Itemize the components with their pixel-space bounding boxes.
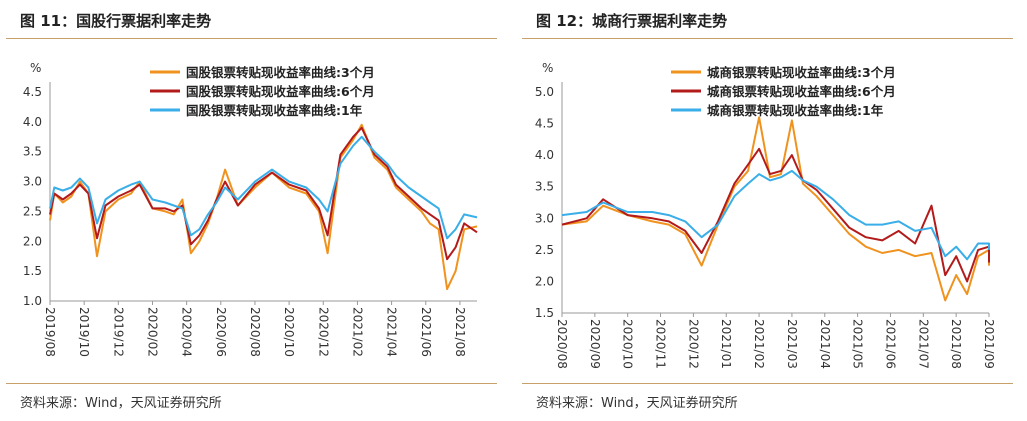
- x-tick-label: 2019/10: [77, 307, 91, 357]
- x-tick-label: 2021/09: [982, 319, 996, 369]
- x-tick-label: 2021/02: [752, 319, 766, 369]
- y-tick-label: 2.0: [535, 274, 554, 288]
- legend-label: 国股银票转贴现收益率曲线:1年: [186, 103, 363, 118]
- y-tick-label: 3.5: [535, 180, 554, 194]
- series-line-1: [561, 116, 990, 302]
- y-tick-label: 3.0: [535, 211, 554, 225]
- y-unit-label: %: [30, 61, 41, 75]
- y-unit-label: %: [542, 61, 553, 75]
- figure-11-source: 资料来源：Wind，天风证券研究所: [20, 396, 222, 411]
- figure-12-bottom-rule: [522, 383, 1013, 384]
- legend-label: 国股银票转贴现收益率曲线:3个月: [186, 65, 375, 80]
- figure-12-source: 资料来源：Wind，天风证券研究所: [536, 396, 738, 411]
- x-tick-label: 2020/08: [248, 307, 262, 357]
- figure-12-top-rule: [522, 38, 1013, 39]
- figure-12-title: 图 12：城商行票据利率走势: [536, 12, 728, 30]
- y-tick-label: 3.5: [23, 145, 42, 159]
- x-tick-label: 2020/08: [555, 319, 569, 369]
- series-line-1: [49, 123, 478, 291]
- y-tick-label: 2.5: [535, 243, 554, 257]
- y-tick-label: 4.0: [535, 148, 554, 162]
- y-tick-label: 1.5: [535, 306, 554, 320]
- x-tick-label: 2021/06: [883, 319, 897, 369]
- x-tick-label: 2021/02: [350, 307, 364, 357]
- y-tick-label: 4.5: [23, 85, 42, 99]
- legend-label: 城商银票转贴现收益率曲线:1年: [707, 103, 884, 118]
- x-tick-label: 2020/09: [588, 319, 602, 369]
- legend-label: 城商银票转贴现收益率曲线:3个月: [707, 65, 896, 80]
- x-tick-label: 2020/06: [214, 307, 228, 357]
- x-tick-label: 2020/10: [621, 319, 635, 369]
- x-tick-label: 2021/08: [453, 307, 467, 357]
- y-tick-label: 3.0: [23, 175, 42, 189]
- legend-label: 城商银票转贴现收益率曲线:6个月: [707, 84, 896, 99]
- x-tick-label: 2019/08: [43, 307, 57, 357]
- figure-12-chart: % 1.5 2.0 2.5 3.0 3.5 4.0 4.5 5.0 2020/08 2020/09 2…: [535, 61, 996, 369]
- x-tick-label: 2020/02: [145, 307, 159, 357]
- x-tick-label: 2021/07: [916, 319, 930, 369]
- x-tick-label: 2021/03: [785, 319, 799, 369]
- x-tick-label: 2021/04: [818, 319, 832, 369]
- x-tick-label: 2020/04: [180, 307, 194, 357]
- x-tick-label: 2020/12: [686, 319, 700, 369]
- x-tick-label: 2019/12: [111, 307, 125, 357]
- series-line-3: [561, 169, 990, 261]
- y-tick-label: 5.0: [535, 85, 554, 99]
- figure-11-chart: % 1.0 1.5 2.0 2.5 3.0 3.5 4.0 4.5 2019/08 2019/10 2…: [23, 61, 478, 357]
- x-tick-label: 2021/05: [851, 319, 865, 369]
- y-tick-label: 2.5: [23, 204, 42, 218]
- figure-11-bottom-rule: [6, 383, 497, 384]
- series-line-2: [49, 126, 478, 261]
- figure-12-panel: 图 12：城商行票据利率走势 % 1.5 2.0 2.5 3.0 3.5 4.0 4.5 5.0…: [516, 0, 1013, 421]
- x-tick-label: 2020/11: [654, 319, 668, 369]
- y-tick-label: 4.0: [23, 115, 42, 129]
- series-line-3: [49, 135, 478, 240]
- figure-11-panel: 图 11：国股行票据利率走势 % 1.0 1.5 2.0 2.5 3.0 3.5 4.0 4.5…: [0, 0, 497, 421]
- x-tick-label: 2021/08: [949, 319, 963, 369]
- y-tick-label: 1.0: [23, 294, 42, 308]
- series-line-2: [561, 147, 990, 283]
- x-tick-label: 2021/06: [419, 307, 433, 357]
- x-tick-label: 2021/01: [719, 319, 733, 369]
- figure-11-top-rule: [6, 38, 497, 39]
- x-tick-label: 2020/12: [316, 307, 330, 357]
- y-tick-label: 4.5: [535, 117, 554, 131]
- y-tick-label: 1.5: [23, 264, 42, 278]
- figure-11-title: 图 11：国股行票据利率走势: [20, 12, 212, 30]
- legend-label: 国股银票转贴现收益率曲线:6个月: [186, 84, 375, 99]
- y-tick-label: 2.0: [23, 234, 42, 248]
- x-tick-label: 2020/10: [282, 307, 296, 357]
- x-tick-label: 2021/04: [385, 307, 399, 357]
